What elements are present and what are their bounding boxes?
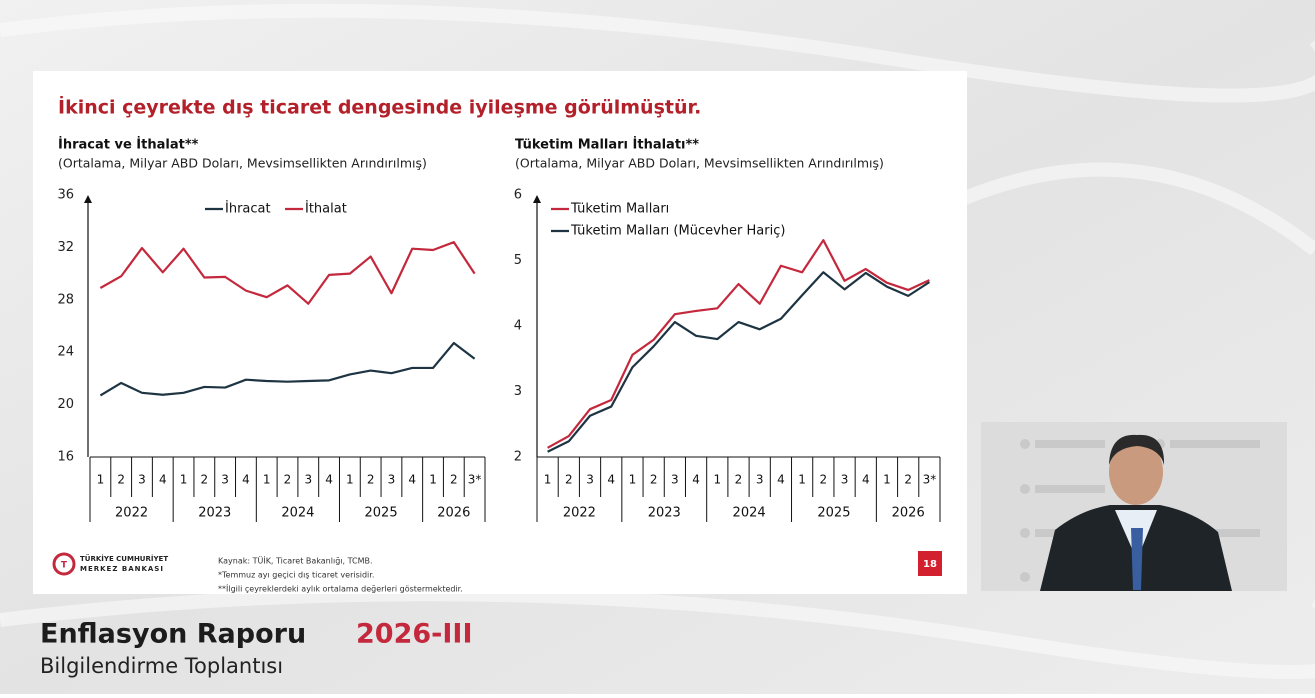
chart-title: Tüketim Malları İthalatı**	[515, 137, 699, 153]
source-note: **İlgili çeyreklerdeki aylık ortalama de…	[218, 584, 463, 594]
x-tick-label: 3	[138, 473, 146, 487]
x-tick-label: 3	[221, 473, 229, 487]
chart-subtitle: (Ortalama, Milyar ABD Doları, Mevsimsell…	[58, 156, 427, 171]
footer-edition: 2026-III	[356, 619, 473, 650]
x-group-label: 2026	[437, 506, 470, 521]
x-tick-label: 3	[841, 473, 849, 487]
footer-title: Enflasyon Raporu	[40, 619, 306, 650]
y-tick-label: 6	[514, 188, 522, 203]
x-tick-label: 3	[671, 473, 679, 487]
x-tick-label: 4	[408, 473, 416, 487]
speaker-tie	[1131, 528, 1143, 590]
x-tick-label: 4	[607, 473, 615, 487]
data-line	[99, 241, 476, 305]
y-tick-label: 4	[514, 319, 522, 334]
x-tick-label: 2	[904, 473, 912, 487]
x-group-label: 2022	[563, 506, 596, 521]
x-tick-label: 2	[201, 473, 209, 487]
data-line	[547, 239, 930, 449]
x-tick-label: 3*	[468, 473, 482, 487]
y-axis-arrow	[533, 195, 541, 203]
y-tick-label: 36	[57, 188, 74, 203]
x-tick-label: 2	[284, 473, 292, 487]
y-tick-label: 5	[514, 253, 522, 268]
x-tick-label: 1	[429, 473, 437, 487]
x-group-label: 2023	[648, 506, 681, 521]
x-tick-label: 2	[367, 473, 375, 487]
x-tick-label: 1	[883, 473, 891, 487]
logo-mark	[52, 552, 76, 576]
x-group-label: 2024	[733, 506, 766, 521]
x-tick-label: 1	[97, 473, 105, 487]
y-tick-label: 32	[57, 240, 74, 255]
x-tick-label: 4	[862, 473, 870, 487]
page-number-box	[918, 551, 942, 576]
speaker-hair	[1109, 434, 1165, 465]
x-group-label: 2025	[817, 506, 850, 521]
x-tick-label: 1	[798, 473, 806, 487]
logo-text: MERKEZ BANKASI	[80, 565, 164, 573]
x-tick-label: 3	[756, 473, 764, 487]
source-note: *Temmuz ayı geçici dış ticaret verisidir…	[218, 571, 374, 580]
x-group-label: 2024	[281, 506, 314, 521]
data-line	[99, 341, 476, 397]
x-tick-label: 3	[388, 473, 396, 487]
x-tick-label: 2	[650, 473, 658, 487]
y-tick-label: 28	[57, 292, 74, 307]
x-tick-label: 1	[544, 473, 552, 487]
x-group-label: 2022	[115, 506, 148, 521]
y-tick-label: 24	[57, 345, 74, 360]
x-tick-label: 2	[450, 473, 458, 487]
x-tick-label: 3*	[923, 473, 937, 487]
x-tick-label: 2	[820, 473, 828, 487]
footer-subtitle: Bilgilendirme Toplantısı	[40, 654, 283, 678]
x-group-label: 2026	[892, 506, 925, 521]
y-tick-label: 20	[57, 397, 74, 412]
page-number: 18	[923, 559, 937, 570]
logo-text: TÜRKİYE CUMHURİYET	[80, 554, 168, 563]
x-tick-label: 4	[777, 473, 785, 487]
logo-mark-text: T	[61, 561, 68, 571]
x-tick-label: 1	[180, 473, 188, 487]
x-group-label: 2025	[365, 506, 398, 521]
legend-label: Tüketim Malları (Mücevher Hariç)	[570, 224, 785, 239]
y-axis-arrow	[84, 195, 92, 203]
x-tick-label: 2	[117, 473, 125, 487]
x-tick-label: 1	[346, 473, 354, 487]
x-tick-label: 4	[692, 473, 700, 487]
x-tick-label: 3	[586, 473, 594, 487]
x-group-label: 2023	[198, 506, 231, 521]
y-tick-label: 3	[514, 384, 522, 399]
slide-title: İkinci çeyrekte dış ticaret dengesinde i…	[58, 95, 701, 119]
legend-label: İhracat	[225, 201, 271, 217]
chart-title: İhracat ve İthalat**	[58, 137, 199, 153]
data-line	[547, 271, 930, 453]
legend-label: Tüketim Malları	[570, 202, 669, 217]
speaker-head	[1109, 439, 1163, 505]
x-tick-label: 4	[325, 473, 333, 487]
y-tick-label: 16	[57, 450, 74, 465]
x-tick-label: 1	[263, 473, 271, 487]
background-stripes	[0, 3, 1315, 679]
y-tick-label: 2	[514, 450, 522, 465]
source-note: Kaynak: TÜİK, Ticaret Bakanlığı, TCMB.	[218, 556, 373, 566]
x-tick-label: 1	[629, 473, 637, 487]
x-tick-label: 3	[304, 473, 312, 487]
slide	[33, 71, 967, 594]
x-tick-label: 4	[159, 473, 167, 487]
x-tick-label: 4	[242, 473, 250, 487]
x-tick-label: 1	[713, 473, 721, 487]
x-tick-label: 2	[735, 473, 743, 487]
legend-label: İthalat	[305, 201, 347, 217]
chart-subtitle: (Ortalama, Milyar ABD Doları, Mevsimsell…	[515, 156, 884, 171]
x-tick-label: 2	[565, 473, 573, 487]
